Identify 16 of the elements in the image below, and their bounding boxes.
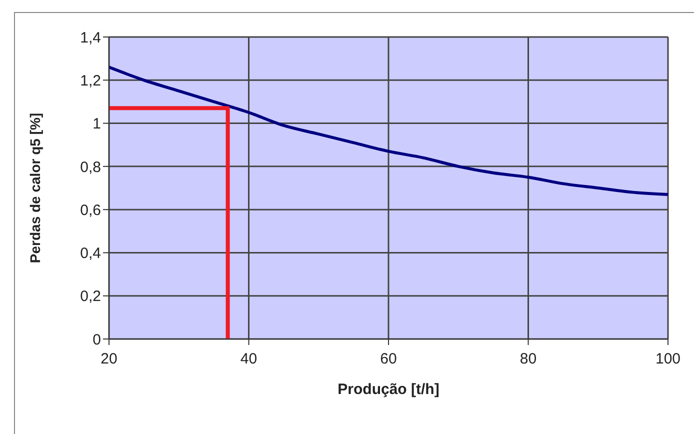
x-axis-title: Produção [t/h]	[338, 381, 440, 398]
x-tick-label: 20	[100, 350, 118, 368]
y-tick-label: 1,4	[80, 29, 101, 46]
x-tick-label: 100	[655, 350, 681, 368]
x-tick-label: 80	[520, 350, 537, 368]
y-tick-label: 1,2	[80, 72, 101, 90]
x-tick-label: 60	[380, 350, 397, 368]
x-tick-label: 40	[240, 350, 258, 368]
y-tick-label: 0,6	[80, 202, 101, 219]
y-tick-label: 0	[92, 331, 101, 348]
y-axis-title: Perdas de calor q5 [%]	[26, 112, 43, 264]
y-tick-label: 1	[92, 116, 101, 133]
y-tick-label: 0,4	[80, 245, 101, 262]
y-tick-label: 0,8	[80, 158, 101, 176]
line-series	[109, 66, 668, 196]
y-tick-label: 0,2	[80, 288, 101, 306]
